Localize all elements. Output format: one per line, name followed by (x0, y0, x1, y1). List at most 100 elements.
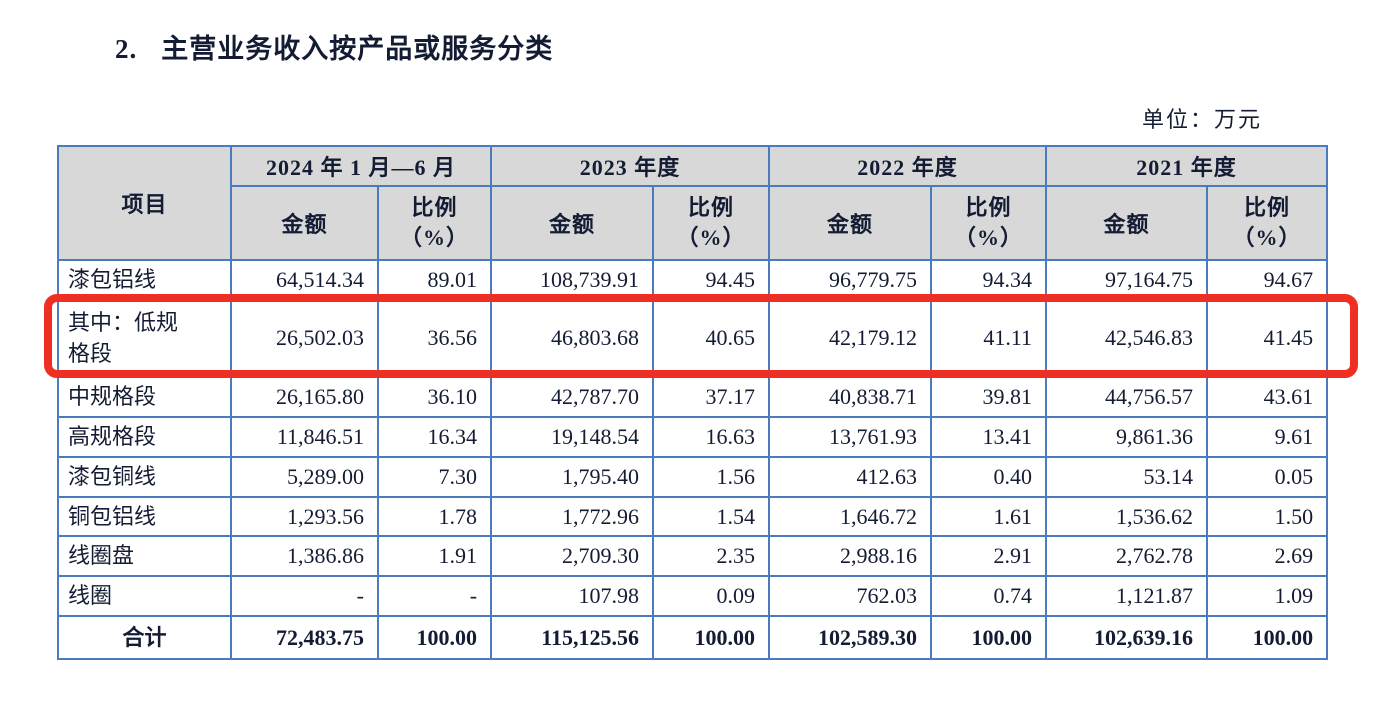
cell-value: 1.91 (376, 535, 493, 578)
header-item: 项目 (57, 145, 232, 261)
cell-value: 13.41 (930, 415, 1048, 458)
row-label-total: 合计 (57, 615, 232, 661)
revenue-by-product-table: 项目 2024 年 1 月—6 月 2023 年度 2022 年度 2021 年… (57, 145, 1329, 661)
cell-value: 1.78 (376, 495, 493, 538)
row-label: 线圈盘 (57, 535, 232, 578)
cell-value: 42,787.70 (490, 375, 655, 418)
row-label: 铜包铝线 (57, 495, 232, 538)
cell-value: 1,646.72 (768, 495, 933, 538)
cell-value: 16.34 (376, 415, 493, 458)
header-ratio-line1: 比例 (688, 195, 735, 221)
cell-value: 2.35 (652, 535, 771, 578)
cell-value: 26,502.03 (230, 298, 379, 378)
cell-value: 36.10 (376, 375, 493, 418)
section-title: 主营业务收入按产品或服务分类 (161, 34, 554, 64)
row-label: 中规格段 (57, 375, 232, 418)
cell-value: 107.98 (490, 575, 655, 618)
cell-value: 102,589.30 (768, 615, 933, 661)
header-row-periods: 项目 2024 年 1 月—6 月 2023 年度 2022 年度 2021 年… (57, 145, 1329, 261)
row-label: 高规格段 (57, 415, 232, 458)
header-amount: 金额 (1045, 185, 1209, 261)
row-label: 线圈 (57, 575, 232, 618)
row-label: 其中：低规格段 (57, 298, 232, 378)
header-ratio-line1: 比例 (411, 195, 458, 221)
cell-value: 2,988.16 (768, 535, 933, 578)
header-amount: 金额 (490, 185, 655, 261)
header-amount: 金额 (230, 185, 379, 261)
header-ratio-line2: （%） (1232, 225, 1302, 250)
cell-value: 94.45 (652, 259, 771, 301)
cell-value: 1,536.62 (1045, 495, 1209, 538)
cell-value: 97,164.75 (1045, 259, 1209, 301)
header-row-measures: 金额 比例 （%） 金额 比例 （%） 金额 比例 （%） 金额 比例 (58, 185, 1329, 261)
cell-value: 46,803.68 (490, 298, 655, 378)
cell-value: 42,179.12 (768, 298, 933, 378)
cell-value: 41.11 (930, 298, 1048, 378)
header-period-2024h1: 2024 年 1 月—6 月 (229, 145, 493, 187)
cell-value: 7.30 (376, 455, 493, 498)
header-ratio: 比例 （%） (930, 185, 1048, 261)
cell-value: 2,709.30 (490, 535, 655, 578)
cell-value: 762.03 (768, 575, 933, 618)
cell-value: 40,838.71 (768, 375, 933, 418)
header-ratio: 比例 （%） (652, 185, 771, 261)
cell-value: - (230, 575, 379, 618)
cell-value: 0.09 (652, 575, 771, 618)
cell-value: 0.05 (1206, 455, 1329, 498)
cell-value: 0.74 (930, 575, 1048, 618)
cell-value: 1.54 (652, 495, 771, 538)
table-row-xianquan: 线圈 - - 107.98 0.09 762.03 0.74 1,121.87 … (57, 575, 1329, 618)
cell-value: 5,289.00 (230, 455, 379, 498)
table-row-tongbaolvxian: 铜包铝线 1,293.56 1.78 1,772.96 1.54 1,646.7… (57, 495, 1329, 538)
header-ratio-line2: （%） (954, 225, 1024, 250)
cell-value: 13,761.93 (768, 415, 933, 458)
cell-value: 41.45 (1206, 298, 1329, 378)
cell-value: 64,514.34 (230, 259, 379, 301)
cell-value: - (376, 575, 493, 618)
cell-value: 1,386.86 (230, 535, 379, 578)
header-period-2021: 2021 年度 (1045, 145, 1329, 187)
header-ratio: 比例 （%） (1206, 185, 1329, 261)
cell-value: 1.09 (1206, 575, 1329, 618)
cell-value: 16.63 (652, 415, 771, 458)
cell-value: 412.63 (768, 455, 933, 498)
cell-value: 53.14 (1045, 455, 1209, 498)
header-period-2023: 2023 年度 (490, 145, 771, 187)
cell-value: 1,293.56 (230, 495, 379, 538)
cell-value: 43.61 (1206, 375, 1329, 418)
cell-value: 100.00 (1206, 615, 1329, 661)
table-row-low-spec-highlighted: 其中：低规格段 26,502.03 36.56 46,803.68 40.65 … (57, 298, 1329, 378)
cell-value: 36.56 (376, 298, 493, 378)
table-row-qibaolvxian: 漆包铝线 64,514.34 89.01 108,739.91 94.45 96… (57, 259, 1329, 301)
cell-value: 102,639.16 (1045, 615, 1209, 661)
cell-value: 1,121.87 (1045, 575, 1209, 618)
cell-value: 26,165.80 (230, 375, 379, 418)
cell-value: 2.91 (930, 535, 1048, 578)
cell-value: 0.40 (930, 455, 1048, 498)
cell-value: 72,483.75 (230, 615, 379, 661)
table-row-xianquanpan: 线圈盘 1,386.86 1.91 2,709.30 2.35 2,988.16… (57, 535, 1329, 578)
header-ratio-line1: 比例 (965, 195, 1012, 221)
cell-value: 40.65 (652, 298, 771, 378)
cell-value: 1,795.40 (490, 455, 655, 498)
cell-value: 2,762.78 (1045, 535, 1209, 578)
cell-value: 1.56 (652, 455, 771, 498)
cell-value: 42,546.83 (1045, 298, 1209, 378)
cell-value: 1.61 (930, 495, 1048, 538)
cell-value: 37.17 (652, 375, 771, 418)
cell-value: 94.34 (930, 259, 1048, 301)
cell-value: 9,861.36 (1045, 415, 1209, 458)
cell-value: 39.81 (930, 375, 1048, 418)
cell-value: 44,756.57 (1045, 375, 1209, 418)
cell-value: 94.67 (1206, 259, 1329, 301)
table-row-total: 合计 72,483.75 100.00 115,125.56 100.00 10… (57, 615, 1329, 661)
header-ratio: 比例 （%） (376, 185, 493, 261)
header-ratio-line2: （%） (400, 225, 470, 250)
header-amount: 金额 (768, 185, 933, 261)
cell-value: 100.00 (930, 615, 1048, 661)
table-row-mid-spec: 中规格段 26,165.80 36.10 42,787.70 37.17 40,… (57, 375, 1329, 418)
table-row-high-spec: 高规格段 11,846.51 16.34 19,148.54 16.63 13,… (57, 415, 1329, 458)
cell-value: 100.00 (376, 615, 493, 661)
section-heading: 2. 主营业务收入按产品或服务分类 (115, 27, 553, 66)
